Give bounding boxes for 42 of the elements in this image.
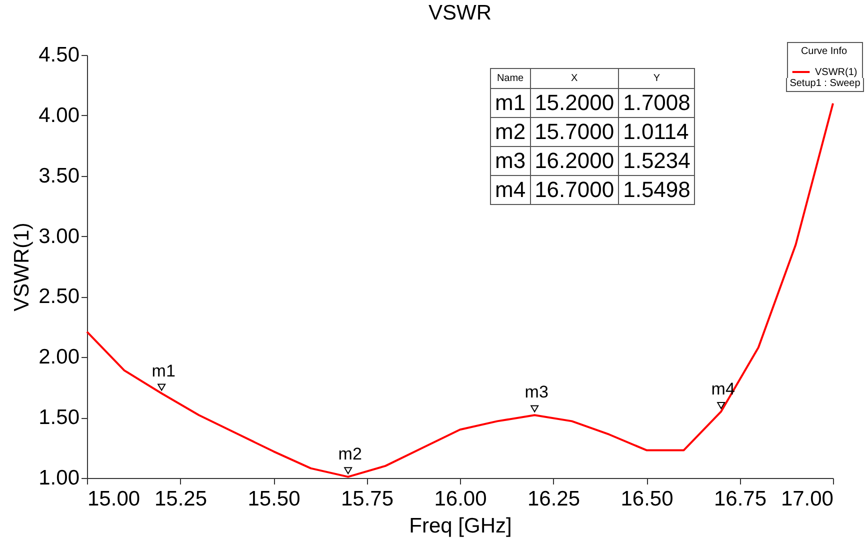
x-axis-title: Freq [GHz] <box>409 514 512 538</box>
annotation: Y <box>618 68 695 88</box>
annotation: Setup1 : Sweep <box>786 78 864 92</box>
annotation: m1 <box>152 361 176 380</box>
annotation: m4 <box>490 176 530 204</box>
annotation: 1.5234 <box>618 146 695 176</box>
y-tick-label: 4.00 <box>38 104 80 127</box>
annotation: 16.7000 <box>530 176 619 204</box>
chart-title: VSWR <box>428 2 492 24</box>
x-tick-label: 16.50 <box>620 488 674 510</box>
x-tick-label: 16.75 <box>714 488 767 510</box>
y-tick-label: 4.50 <box>38 44 80 66</box>
y-tick-label: 1.00 <box>38 466 80 490</box>
annotation: m2 <box>338 444 362 464</box>
y-tick-label: 2.00 <box>38 346 80 369</box>
annotation: X <box>530 68 619 88</box>
x-tick-label: 15.75 <box>340 488 394 510</box>
legend-title: Curve Info <box>800 46 848 57</box>
annotation: 15.2000 <box>530 88 619 118</box>
annotation: 1.0114 <box>618 118 695 146</box>
annotation: m3 <box>524 382 548 402</box>
x-tick-label: 16.25 <box>527 488 580 510</box>
x-tick-label: 17.00 <box>780 488 834 510</box>
x-tick-label: 16.00 <box>434 488 487 510</box>
annotation: m1 <box>490 88 530 118</box>
annotation: Name <box>490 68 530 88</box>
annotation: 1.5498 <box>618 176 695 204</box>
annotation: m3 <box>490 146 530 176</box>
annotation: 16.2000 <box>530 146 619 176</box>
y-tick-label: 3.50 <box>38 164 80 188</box>
x-tick-label: 15.00 <box>88 488 140 510</box>
annotation: m4 <box>711 380 735 399</box>
legend-label: VSWR(1) <box>815 67 858 78</box>
annotation: 1.7008 <box>618 88 695 118</box>
x-tick-label: 15.25 <box>154 488 208 510</box>
y-tick-label: 1.50 <box>38 406 80 430</box>
annotation: 15.7000 <box>530 118 619 146</box>
y-axis-title: VSWR(1) <box>10 222 34 312</box>
y-tick-label: 3.00 <box>38 224 80 248</box>
y-tick-label: 2.50 <box>38 285 80 308</box>
x-tick-label: 15.50 <box>248 488 300 510</box>
annotation: m2 <box>490 118 530 146</box>
